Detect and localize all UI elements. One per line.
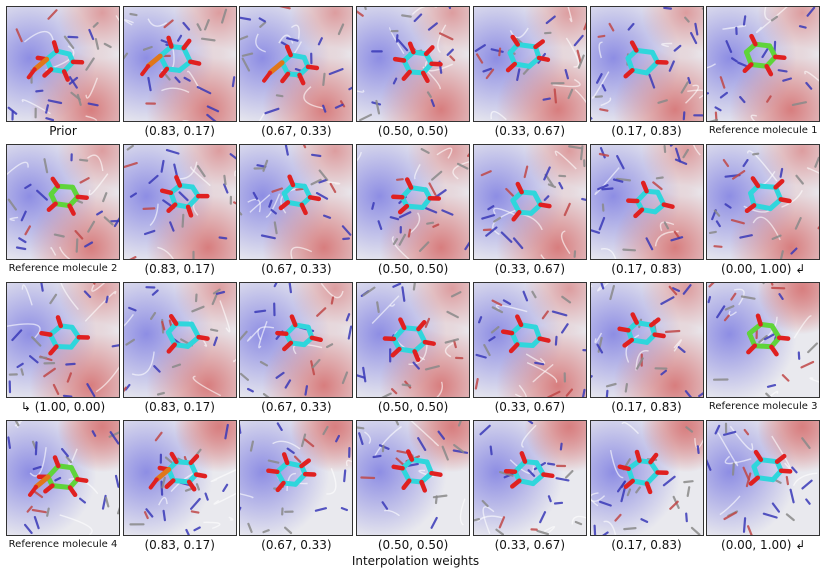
molecule-render-image	[472, 420, 587, 536]
figure-panel: (0.50, 0.50)	[356, 144, 471, 282]
panel-caption: Reference molecule 3	[708, 401, 818, 412]
figure-panel: Prior	[6, 6, 120, 144]
panel-caption: Reference molecule 2	[8, 263, 118, 274]
panel-caption: (0.83, 0.17)	[144, 262, 215, 276]
molecule-render-image	[706, 144, 821, 260]
panel-caption: (0.83, 0.17)	[144, 124, 215, 138]
molecule-render-image	[122, 420, 237, 536]
figure-panel: Reference molecule 4	[6, 420, 120, 558]
panel-caption: Prior	[49, 124, 77, 138]
panel-caption: Reference molecule 4	[8, 539, 118, 550]
figure-panel: (0.33, 0.67)	[472, 144, 587, 282]
panel-caption: (0.00, 1.00) ↲	[721, 262, 806, 276]
molecule-render-image	[706, 282, 821, 398]
molecule-render-image	[356, 144, 471, 260]
figure-panel: (0.00, 1.00) ↲	[706, 420, 821, 558]
figure-panel: (0.67, 0.33)	[239, 144, 354, 282]
panel-caption: (0.50, 0.50)	[377, 262, 449, 276]
panel-caption: (0.83, 0.17)	[144, 538, 215, 552]
molecule-render-image	[472, 282, 587, 398]
panel-caption: (0.50, 0.50)	[377, 124, 449, 138]
molecule-render-image	[239, 6, 354, 122]
figure-panel: (0.17, 0.83)	[589, 420, 704, 558]
figure-panel: Reference molecule 2	[6, 144, 120, 282]
molecule-render-image	[6, 282, 120, 398]
molecule-render-image	[589, 6, 704, 122]
figure-panel: (0.17, 0.83)	[589, 6, 704, 144]
figure-panel: (0.50, 0.50)	[356, 6, 471, 144]
panel-caption: (0.33, 0.67)	[494, 400, 566, 414]
figure-panel: (0.83, 0.17)	[122, 282, 237, 420]
molecule-render-image	[706, 6, 821, 122]
molecule-render-image	[122, 6, 237, 122]
figure-panel: (0.50, 0.50)	[356, 420, 471, 558]
panel-caption: (0.17, 0.83)	[611, 262, 682, 276]
molecule-render-image	[122, 282, 237, 398]
molecule-render-image	[239, 144, 354, 260]
panel-caption: (0.67, 0.33)	[261, 538, 332, 552]
panel-caption: (0.00, 1.00) ↲	[721, 538, 806, 552]
figure-panel: (0.67, 0.33)	[239, 420, 354, 558]
panel-caption: (0.83, 0.17)	[144, 400, 215, 414]
panel-caption: (0.67, 0.33)	[261, 124, 332, 138]
molecule-render-image	[356, 420, 471, 536]
panel-caption: ↳ (1.00, 0.00)	[20, 400, 106, 414]
figure-panel: (0.83, 0.17)	[122, 420, 237, 558]
molecule-render-image	[589, 144, 704, 260]
panel-caption: Reference molecule 1	[708, 125, 818, 136]
figure-panel: (0.17, 0.83)	[589, 282, 704, 420]
panel-caption: (0.17, 0.83)	[611, 400, 682, 414]
figure-panel: (0.83, 0.17)	[122, 6, 237, 144]
molecule-render-image	[239, 420, 354, 536]
molecule-render-image	[6, 420, 120, 536]
figure-row: ↳ (1.00, 0.00) (0.83, 0.17) (0.67, 0.33) (0…	[6, 282, 826, 420]
panel-caption: (0.33, 0.67)	[494, 538, 566, 552]
panel-caption: (0.17, 0.83)	[611, 538, 682, 552]
panel-caption: (0.33, 0.67)	[494, 124, 566, 138]
figure-panel: (0.00, 1.00) ↲	[706, 144, 821, 282]
figure-panel: (0.33, 0.67)	[472, 420, 587, 558]
molecule-render-image	[472, 144, 587, 260]
molecule-render-image	[6, 144, 120, 260]
figure-panel: ↳ (1.00, 0.00)	[6, 282, 120, 420]
figure-panel: (0.33, 0.67)	[472, 6, 587, 144]
figure-panel: Reference molecule 3	[706, 282, 821, 420]
molecule-render-image	[472, 6, 587, 122]
figure-panel: (0.67, 0.33)	[239, 282, 354, 420]
figure-panel: (0.33, 0.67)	[472, 282, 587, 420]
molecule-render-image	[356, 6, 471, 122]
figure-panel: Reference molecule 1	[706, 6, 821, 144]
figure-panel: (0.50, 0.50)	[356, 282, 471, 420]
figure-panel: (0.67, 0.33)	[239, 6, 354, 144]
panel-caption: (0.67, 0.33)	[261, 262, 332, 276]
panel-caption: (0.67, 0.33)	[261, 400, 332, 414]
figure-row: Prior (0.83, 0.17) (0.67, 0.33) (0.50, 0.50…	[6, 6, 826, 144]
panel-caption: (0.33, 0.67)	[494, 262, 566, 276]
panel-caption: (0.50, 0.50)	[377, 400, 449, 414]
molecule-render-image	[589, 420, 704, 536]
molecule-render-image	[589, 282, 704, 398]
panel-caption: (0.50, 0.50)	[377, 538, 449, 552]
figure-panel: (0.17, 0.83)	[589, 144, 704, 282]
figure-row: Reference molecule 2 (0.83, 0.17) (0.67, 0…	[6, 144, 826, 282]
molecule-render-image	[122, 144, 237, 260]
figure-panel: (0.83, 0.17)	[122, 144, 237, 282]
molecule-render-image	[239, 282, 354, 398]
molecule-render-image	[356, 282, 471, 398]
molecule-render-image	[6, 6, 120, 122]
figure-row: Reference molecule 4 (0.83, 0.17) (0.67, 0…	[6, 420, 826, 558]
molecule-render-image	[706, 420, 821, 536]
interpolation-figure: Prior (0.83, 0.17) (0.67, 0.33) (0.50, 0.50…	[6, 6, 826, 558]
panel-caption: (0.17, 0.83)	[611, 124, 682, 138]
x-axis-label: Interpolation weights	[351, 554, 480, 568]
